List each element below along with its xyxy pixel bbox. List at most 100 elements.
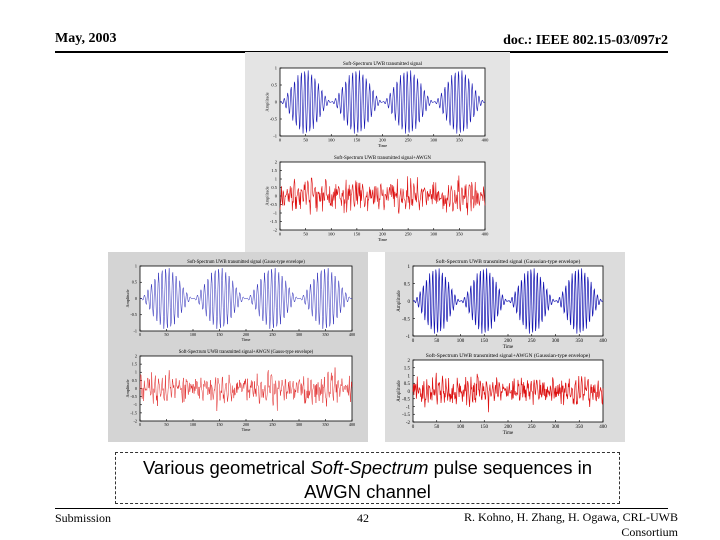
x-tick-label: 50 xyxy=(303,138,308,143)
x-tick-label: 250 xyxy=(269,422,275,427)
x-tick-label: 350 xyxy=(576,339,584,344)
x-tick-label: 300 xyxy=(552,425,560,430)
slide-caption: Various geometrical Soft-Spectrum pulse … xyxy=(115,452,620,504)
y-tick-label: 0.5 xyxy=(404,382,411,387)
x-axis-label: Time xyxy=(503,345,514,350)
footer-rule xyxy=(55,508,668,509)
figure-left: Soft-Spectrum UWB transmitted signal (Ga… xyxy=(108,252,368,442)
header-date: May, 2003 xyxy=(55,31,117,46)
figure-top-svg: Soft-Spectrum UWB transmitted signal Time… xyxy=(264,62,490,242)
y-tick-label: -1 xyxy=(134,402,138,407)
footer-authors-line1: R. Kohno, H. Zhang, H. Ogawa, CRL-UWB xyxy=(464,510,678,524)
y-tick-label: -0.5 xyxy=(402,317,410,322)
x-tick-label: 0 xyxy=(139,422,141,427)
x-tick-label: 250 xyxy=(405,232,413,237)
x-tick-label: 0 xyxy=(412,339,415,344)
x-tick-label: 100 xyxy=(457,425,465,430)
y-tick-label: -1 xyxy=(406,405,411,410)
y-tick-label: -0.5 xyxy=(270,117,278,122)
x-tick-label: 200 xyxy=(243,332,249,337)
x-tick-label: 100 xyxy=(328,232,336,237)
x-tick-label: 100 xyxy=(328,138,336,143)
x-tick-label: 350 xyxy=(456,232,464,237)
y-tick-label: -0.5 xyxy=(270,202,278,207)
x-tick-label: 150 xyxy=(216,422,222,427)
y-tick-label: -2 xyxy=(406,421,411,426)
x-tick-label: 350 xyxy=(322,422,328,427)
x-tick-label: 50 xyxy=(434,425,440,430)
x-tick-label: 200 xyxy=(243,422,249,427)
y-tick-label: 1 xyxy=(408,374,411,379)
x-tick-label: 100 xyxy=(190,422,196,427)
y-axis-label: Amplitude xyxy=(125,289,130,307)
plot-title: Soft-Spectrum UWB transmitted signal+AWG… xyxy=(334,156,431,161)
footer-submission: Submission xyxy=(55,511,112,525)
y-axis-label: Amplitude xyxy=(264,92,269,111)
x-tick-label: 200 xyxy=(504,339,512,344)
y-axis-label: Amplitude xyxy=(125,379,130,397)
x-tick-label: 0 xyxy=(412,425,415,430)
x-tick-label: 0 xyxy=(279,232,282,237)
x-tick-label: 0 xyxy=(139,332,141,337)
y-tick-label: 0.5 xyxy=(271,185,277,190)
x-tick-label: 250 xyxy=(405,138,413,143)
y-tick-label: -1 xyxy=(406,335,411,340)
x-tick-label: 150 xyxy=(354,138,362,143)
y-tick-label: 0.5 xyxy=(132,280,137,285)
y-tick-label: 2 xyxy=(408,359,411,364)
plot-title: Soft-Spectrum UWB transmitted signal+AWG… xyxy=(179,350,314,355)
y-tick-label: -1 xyxy=(273,134,277,139)
plot-title: Soft-Spectrum UWB transmitted signal xyxy=(343,62,423,67)
x-tick-label: 300 xyxy=(552,339,560,344)
x-tick-label: 300 xyxy=(296,422,302,427)
x-tick-label: 400 xyxy=(349,332,355,337)
y-axis-label: Amplitude xyxy=(264,186,269,205)
y-tick-label: 0 xyxy=(275,100,278,105)
x-tick-label: 250 xyxy=(269,332,275,337)
figure-left-svg: Soft-Spectrum UWB transmitted signal (Ga… xyxy=(125,260,355,432)
y-tick-label: 1.5 xyxy=(132,362,137,367)
footer-authors: R. Kohno, H. Zhang, H. Ogawa, CRL-UWB Co… xyxy=(464,510,678,540)
y-tick-label: 1 xyxy=(135,263,137,268)
x-tick-label: 50 xyxy=(303,232,308,237)
caption-text-italic: Soft-Spectrum xyxy=(310,457,429,478)
x-tick-label: 300 xyxy=(430,232,438,237)
footer-page-number: 42 xyxy=(357,511,369,525)
y-tick-label: 0.5 xyxy=(271,83,277,88)
x-tick-label: 350 xyxy=(456,138,464,143)
y-tick-label: 1.5 xyxy=(404,367,411,372)
signal-line xyxy=(412,268,604,334)
figure-top: Soft-Spectrum UWB transmitted signal Time… xyxy=(245,52,510,252)
x-tick-label: 400 xyxy=(482,138,490,143)
x-tick-label: 250 xyxy=(528,425,536,430)
x-tick-label: 400 xyxy=(349,422,355,427)
plot-title: Soft-Spectrum UWB transmitted signal (Ga… xyxy=(187,260,305,265)
x-tick-label: 150 xyxy=(481,425,489,430)
signal-line xyxy=(279,70,486,134)
x-tick-label: 200 xyxy=(379,138,387,143)
y-tick-label: 0 xyxy=(275,194,278,199)
x-axis-label: Time xyxy=(242,337,251,342)
caption-text-after: pulse sequences in AWGN channel xyxy=(304,457,593,502)
footer-authors-line2: Consortium xyxy=(621,525,678,539)
plot-title: Soft-Spectrum UWB transmitted signal (Ga… xyxy=(436,258,581,265)
signal-line xyxy=(139,268,353,329)
x-tick-label: 350 xyxy=(576,425,584,430)
y-axis-label: Amplitude xyxy=(397,380,402,402)
x-tick-label: 100 xyxy=(457,339,465,344)
x-tick-label: 50 xyxy=(434,339,440,344)
y-tick-label: 0 xyxy=(135,386,137,391)
signal-line xyxy=(412,372,604,413)
y-tick-label: 0.5 xyxy=(132,378,137,383)
x-tick-label: 400 xyxy=(482,232,490,237)
x-axis-label: Time xyxy=(378,237,387,242)
x-axis-label: Time xyxy=(503,431,514,436)
x-tick-label: 300 xyxy=(430,138,438,143)
plot-title: Soft-Spectrum UWB transmitted signal+AWG… xyxy=(426,352,591,359)
y-tick-label: -1.5 xyxy=(402,413,410,418)
caption-text-before: Various geometrical xyxy=(142,457,311,478)
x-tick-label: 200 xyxy=(504,425,512,430)
y-tick-label: 2 xyxy=(135,353,137,358)
x-tick-label: 50 xyxy=(164,422,168,427)
y-tick-label: 0 xyxy=(135,296,137,301)
